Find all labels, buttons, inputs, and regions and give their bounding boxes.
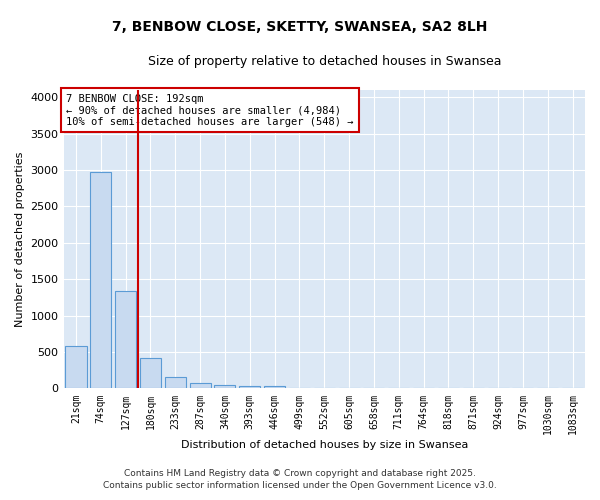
Bar <box>65 346 86 389</box>
Bar <box>90 172 112 388</box>
Text: Contains HM Land Registry data © Crown copyright and database right 2025.
Contai: Contains HM Land Registry data © Crown c… <box>103 469 497 490</box>
Bar <box>190 384 211 388</box>
X-axis label: Distribution of detached houses by size in Swansea: Distribution of detached houses by size … <box>181 440 468 450</box>
Bar <box>239 386 260 388</box>
Bar <box>214 385 235 388</box>
Bar <box>264 386 285 388</box>
Bar <box>165 377 186 388</box>
Bar <box>140 358 161 388</box>
Text: 7 BENBOW CLOSE: 192sqm
← 90% of detached houses are smaller (4,984)
10% of semi-: 7 BENBOW CLOSE: 192sqm ← 90% of detached… <box>66 94 353 127</box>
Text: 7, BENBOW CLOSE, SKETTY, SWANSEA, SA2 8LH: 7, BENBOW CLOSE, SKETTY, SWANSEA, SA2 8L… <box>112 20 488 34</box>
Bar <box>115 291 136 388</box>
Y-axis label: Number of detached properties: Number of detached properties <box>15 152 25 327</box>
Title: Size of property relative to detached houses in Swansea: Size of property relative to detached ho… <box>148 55 501 68</box>
